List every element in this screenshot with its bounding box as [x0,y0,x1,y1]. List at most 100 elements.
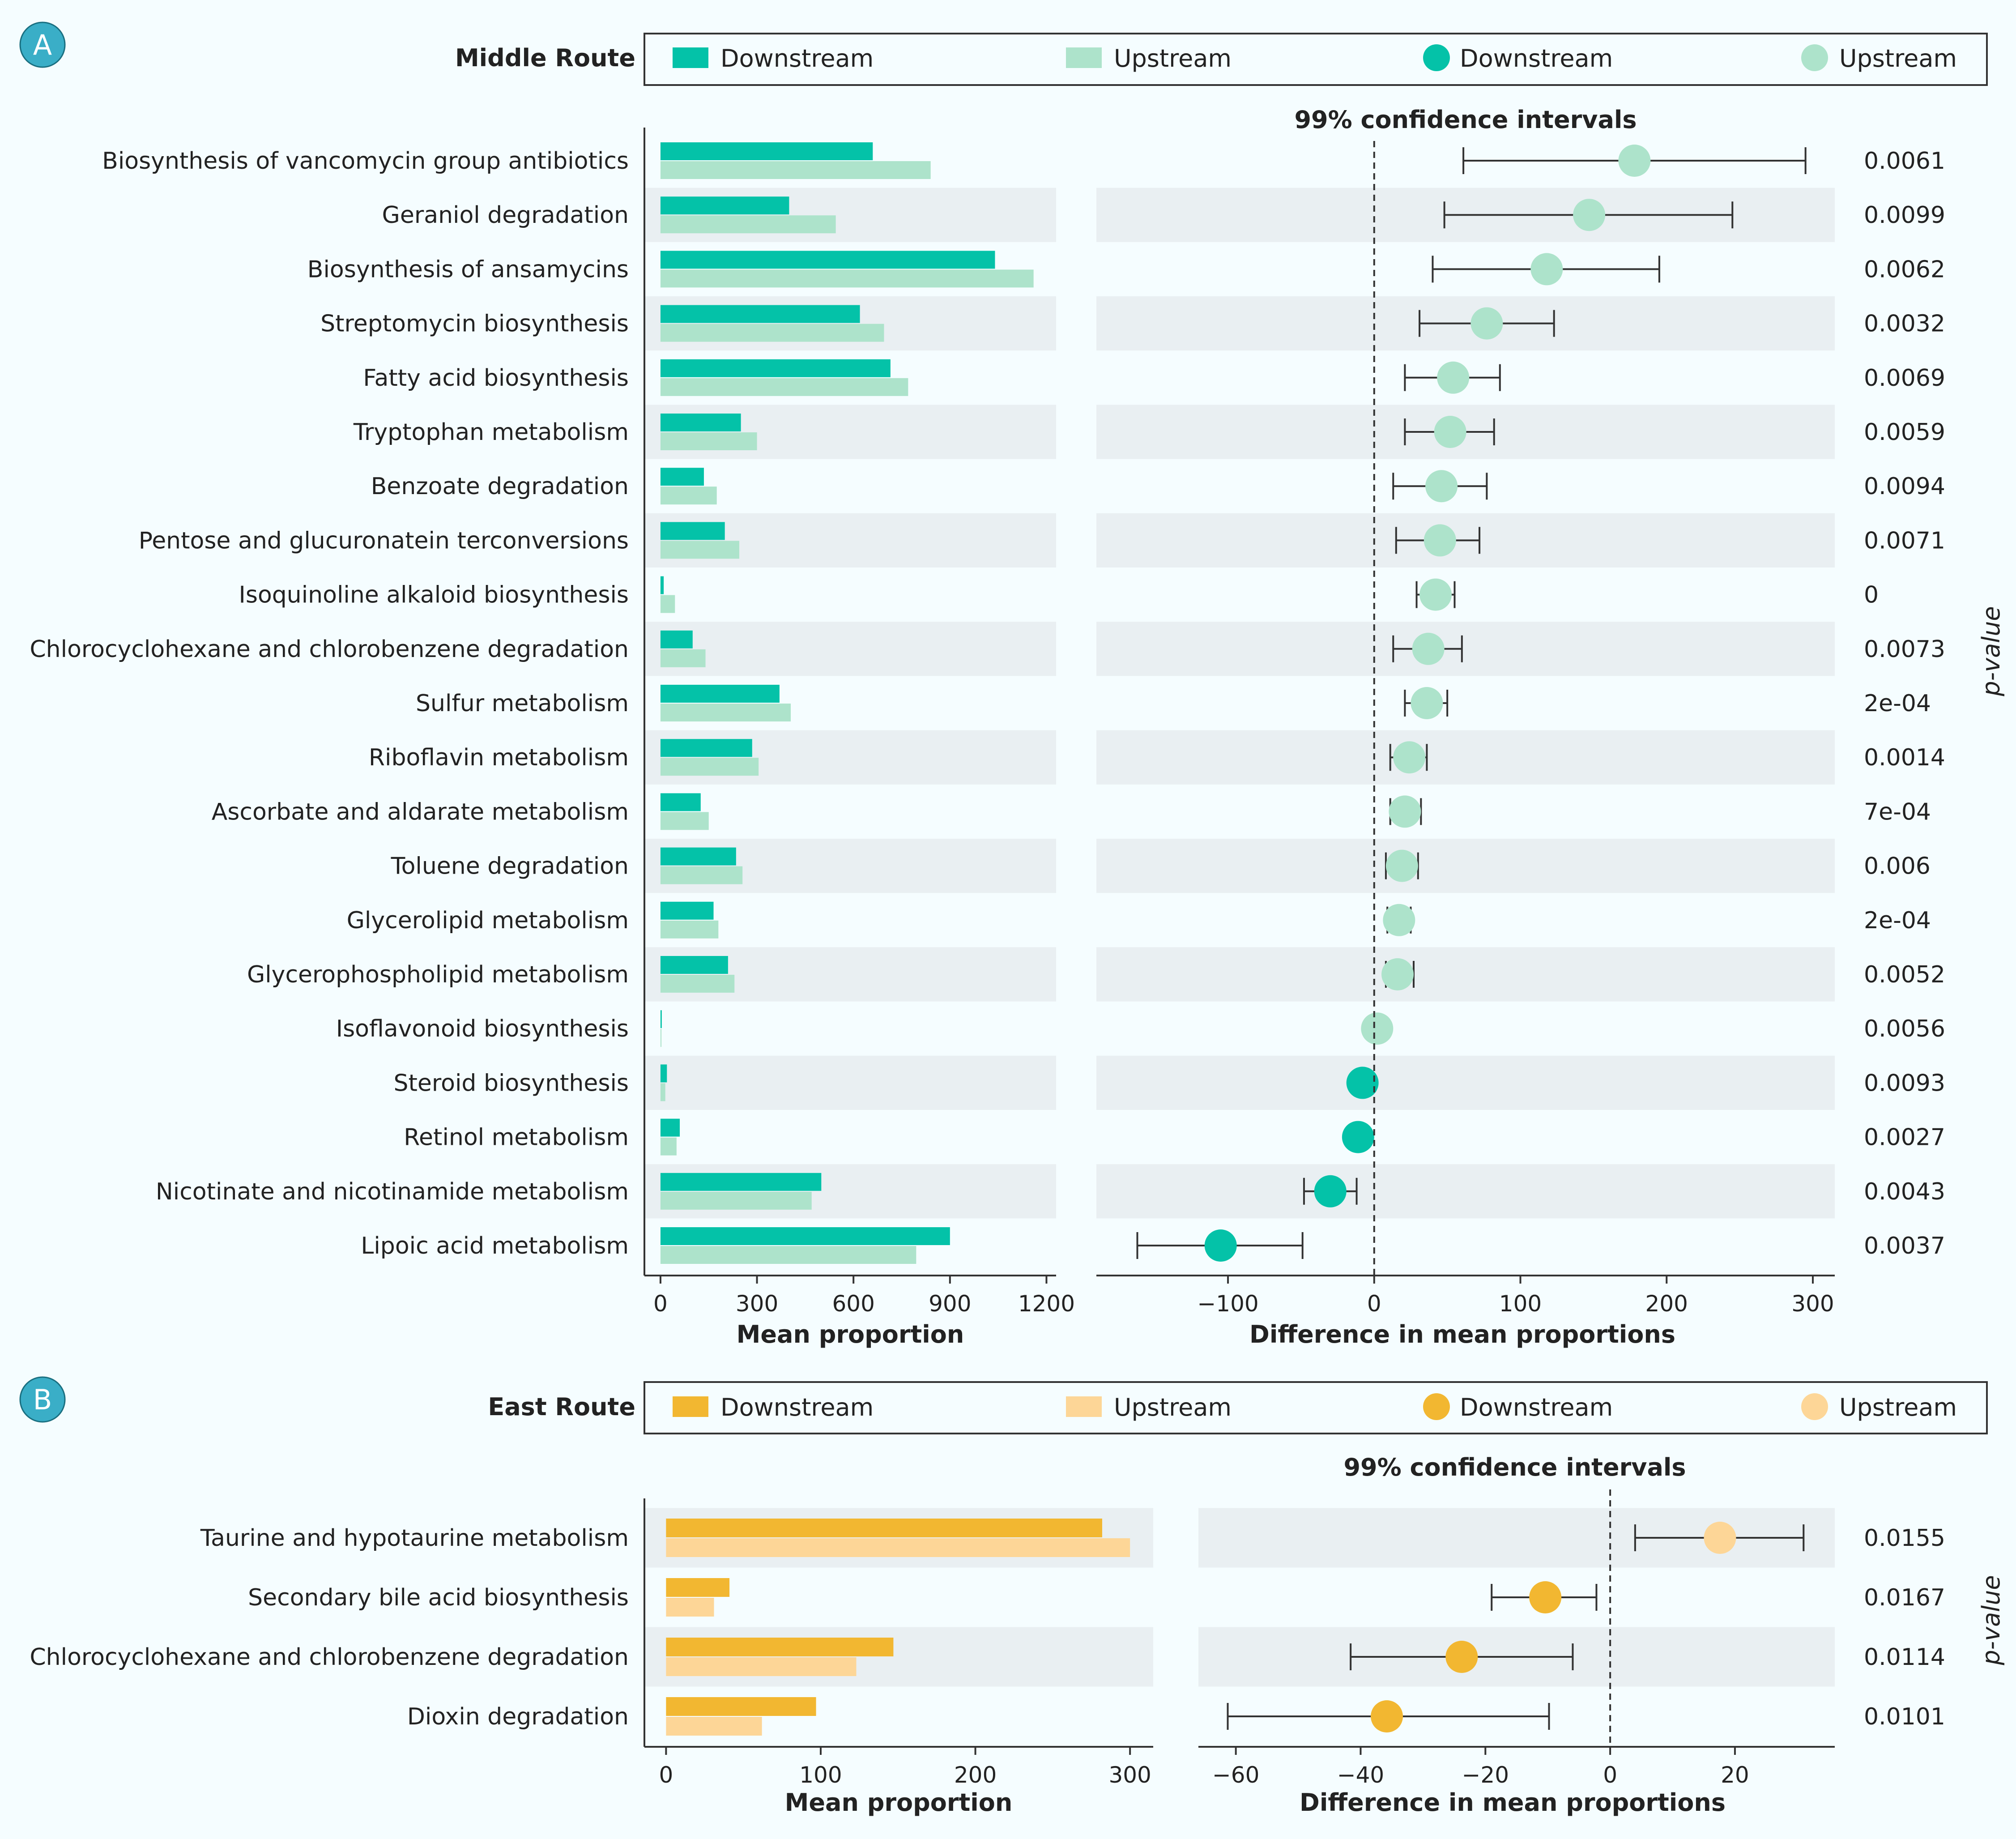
legend-dot-upstream [1801,44,1828,71]
ci-mean-dot [1470,307,1503,340]
category-label: Dioxin degradation [407,1703,629,1730]
bar-upstream [660,1191,812,1210]
bar-upstream [660,378,908,396]
bar-downstream [660,142,873,160]
ci-mean-dot [1383,904,1415,936]
badge-a [19,21,66,68]
east-legend-label-bar-downstream: Downstream [720,1393,874,1421]
category-label: Steroid biosynthesis [394,1070,629,1097]
middle-route-title: Middle Route [455,44,635,72]
category-label: Retinol metabolism [404,1124,629,1151]
panel-b-ci-marks [1227,1489,1805,1747]
p-value-text: 0.0037 [1864,1233,1945,1259]
category-label: Isoflavonoid biosynthesis [336,1016,629,1042]
bar-x-tick-label: 0 [659,1762,673,1788]
panel-b-p-values: 0.0155 0.0167 0.0114 0.0101 [1864,1525,1945,1730]
p-value-text: 0.0069 [1864,365,1945,392]
category-label: Sulfur metabolism [416,690,629,717]
p-value-text: 0.0027 [1864,1124,1945,1151]
legend-label-dot-upstream: Upstream [1839,44,1957,73]
bar-upstream [660,541,740,559]
ci-x-tick-label: −40 [1337,1762,1385,1788]
p-value-text: 0.0056 [1864,1016,1945,1042]
p-value-text: 0.0073 [1864,636,1945,663]
east-route-title: East Route [488,1393,635,1421]
row-stripe-bars [644,730,1056,785]
legend-bar-upstream [1066,47,1102,68]
bar-downstream [660,196,789,215]
p-value-text: 0.0061 [1864,148,1945,175]
row-stripe-bars [644,1055,1056,1110]
ci-mean-dot [1573,199,1606,231]
category-label: Nicotinate and nicotinamide metabolism [156,1178,629,1205]
bar-downstream [666,1697,816,1716]
bar-downstream [660,956,728,974]
p-value-text: 0.0099 [1864,202,1945,229]
ci-mean-dot [1381,958,1414,990]
ci-mean-dot [1529,1581,1562,1613]
bar-upstream [666,1538,1130,1557]
bar-upstream [660,1137,677,1156]
legend-bar-downstream [673,47,708,68]
row-stripe-bars [644,188,1056,242]
row-stripe-bars [644,1164,1056,1219]
bar-downstream [660,305,860,323]
category-label: Taurine and hypotaurine metabolism [200,1525,629,1552]
bar-downstream [660,522,725,540]
east-legend-dot-downstream [1423,1393,1450,1420]
category-label: Biosynthesis of ansamycins [307,256,629,283]
bar-upstream [660,975,735,993]
bar-downstream [660,414,741,431]
p-value-text: 0.0071 [1864,527,1945,554]
category-label: Isoquinoline alkaloid biosynthesis [239,582,629,609]
category-label: Fatty acid biosynthesis [363,365,629,392]
row-stripe-ci [1096,1164,1835,1219]
p-value-text: 0.0093 [1864,1070,1945,1097]
ci-mean-dot [1385,849,1418,882]
badge-b-label: B [33,1383,52,1416]
middle-legend-box [644,33,1988,86]
panel-a: A Middle Route Downstream Upstream Downs… [19,21,2005,1348]
ci-mean-dot [1314,1175,1347,1208]
category-label: Benzoate degradation [371,473,629,500]
panel-b-category-labels: Taurine and hypotaurine metabolism Second… [30,1525,629,1730]
panel-b-bar-xlabel: Mean proportion [785,1788,1013,1817]
bar-x-tick-label: 200 [954,1762,997,1788]
row-stripe-bars [644,622,1056,676]
category-label: Streptomycin biosynthesis [320,311,629,337]
p-value-text: 0.0155 [1864,1525,1945,1552]
east-legend-dot-upstream [1801,1393,1828,1420]
category-label: Ascorbate and aldarate metabolism [212,798,629,825]
bar-x-tick-label: 1200 [1018,1291,1075,1317]
row-stripe-bars [644,1627,1153,1687]
bar-downstream [660,630,693,649]
category-label: Lipoic acid metabolism [361,1233,629,1259]
panel-b: B East Route Downstream Upstream Downstr… [19,1376,2005,1817]
bar-upstream [666,1657,857,1676]
bar-downstream [660,1227,950,1245]
category-label: Pentose and glucuronatein terconversions [139,527,629,554]
row-stripe-bars [644,1508,1153,1568]
bar-upstream [660,649,706,667]
row-stripe-bars [644,513,1056,567]
panel-a-category-labels: Biosynthesis of vancomycin group antibio… [30,148,629,1259]
ci-x-tick-label: 0 [1603,1762,1617,1788]
bar-downstream [660,359,891,377]
category-label: Toluene degradation [391,853,629,880]
bar-downstream [660,685,780,703]
ci-x-tick-label: 0 [1367,1291,1381,1317]
bar-downstream [660,1173,822,1191]
category-label: Chlorocyclohexane and chlorobenzene degr… [30,1644,629,1671]
ci-mean-dot [1704,1522,1736,1554]
east-legend-label-dot-upstream: Upstream [1839,1393,1957,1421]
p-value-text: 2e-04 [1864,907,1931,934]
p-value-text: 0.0094 [1864,473,1945,500]
badge-a-label: A [33,29,52,61]
panel-b-axes: 0 100 200 300 −60 −40 −20 0 20 [644,1498,1835,1788]
ci-x-tick-label: 20 [1721,1762,1749,1788]
ci-x-tick-label: 100 [1499,1291,1542,1317]
row-stripe-ci [1096,730,1835,785]
bar-downstream [660,1064,667,1083]
panel-b-pvalue-title: p-value [1977,1575,2005,1665]
ci-mean-dot [1530,253,1563,286]
